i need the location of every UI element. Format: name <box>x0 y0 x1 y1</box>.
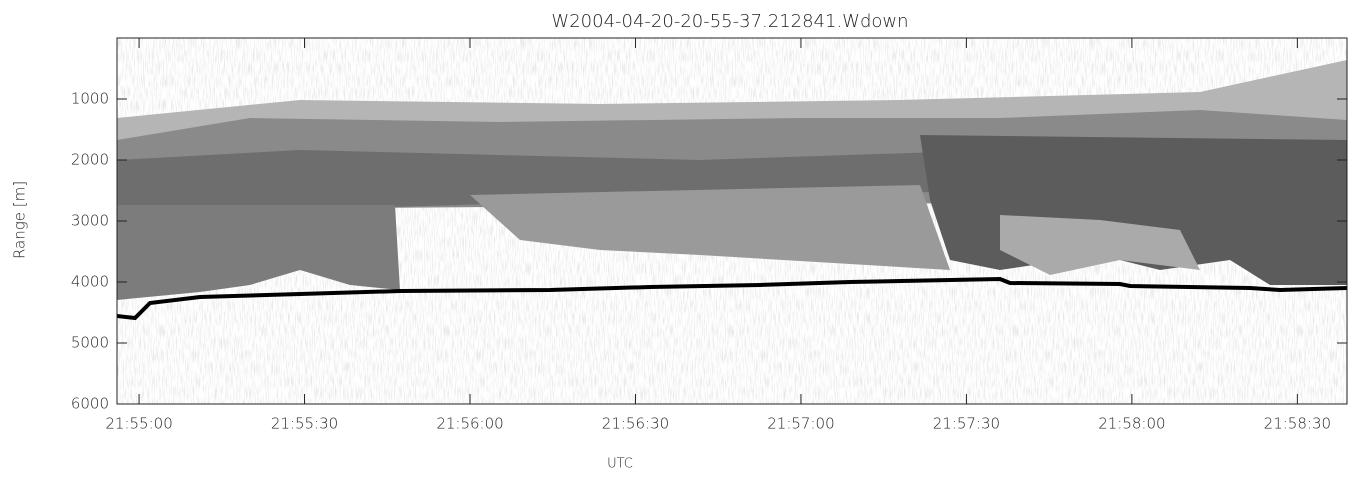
y-tick-label: 1000 <box>71 90 109 108</box>
x-tick-label: 21:58:30 <box>1264 415 1331 433</box>
y-tick-label: 4000 <box>71 273 109 291</box>
x-tick-label: 21:56:00 <box>436 415 503 433</box>
x-tick-label: 21:57:30 <box>933 415 1000 433</box>
x-axis-label: UTC <box>607 457 633 472</box>
x-tick-label: 21:58:00 <box>1098 415 1165 433</box>
x-tick-label: 21:57:00 <box>767 415 834 433</box>
y-tick-label: 5000 <box>71 334 109 352</box>
x-tick-label: 21:55:00 <box>105 415 172 433</box>
y-axis-label: Range [m] <box>11 181 29 259</box>
y-tick-label: 6000 <box>71 395 109 413</box>
x-tick-label: 21:56:30 <box>602 415 669 433</box>
y-tick-label: 3000 <box>71 212 109 230</box>
x-tick-label: 21:55:30 <box>271 415 338 433</box>
y-tick-label: 2000 <box>71 151 109 169</box>
image <box>117 38 1347 404</box>
chart-title: W2004-04-20-20-55-37.212841.Wdown <box>551 11 908 32</box>
